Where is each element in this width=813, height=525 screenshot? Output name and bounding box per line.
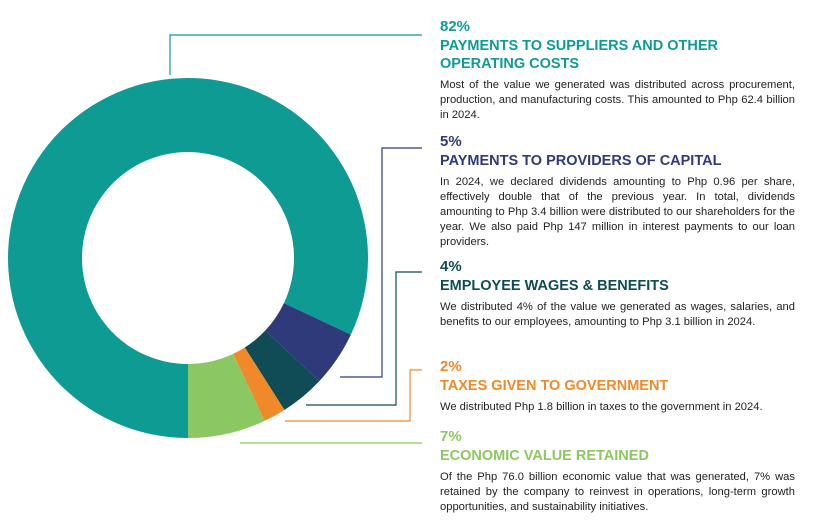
leader-line: [285, 369, 422, 422]
donut-segment: [7, 78, 368, 439]
leader-lines: [169, 34, 422, 444]
category-title: PAYMENTS TO SUPPLIERS AND OTHER OPERATIN…: [440, 38, 718, 72]
percent-label: 2%: [440, 358, 462, 375]
percent-label: 7%: [440, 428, 462, 445]
category-title: TAXES GIVEN TO GOVERNMENT: [440, 378, 669, 394]
percent-label: 4%: [440, 258, 462, 275]
percent-label: 5%: [440, 133, 462, 150]
leader-line: [340, 147, 422, 378]
category-title: ECONOMIC VALUE RETAINED: [440, 448, 649, 464]
percent-label: 82%: [440, 18, 471, 35]
donut-segment: [188, 353, 265, 438]
category-title: PAYMENTS TO PROVIDERS OF CAPITAL: [440, 153, 722, 169]
donut: [7, 78, 368, 439]
leader-line: [169, 34, 422, 75]
donut-segment: [233, 347, 285, 421]
donut-segment: [244, 330, 320, 410]
description: In 2024, we declared dividends amounting…: [440, 176, 795, 248]
legend-block: 2% TAXES GIVEN TO GOVERNMENT We distribute…: [440, 358, 795, 415]
description: We distributed Php 1.8 billion in taxes …: [440, 401, 763, 413]
leader-line: [306, 271, 422, 406]
description: Of the Php 76.0 billion economic value t…: [440, 471, 795, 513]
legend-block: 5% PAYMENTS TO PROVIDERS OF CAPITAL In 202…: [440, 133, 795, 250]
description: We distributed 4% of the value we genera…: [440, 301, 795, 328]
legend-block: 7% ECONOMIC VALUE RETAINED Of the Php 76.0…: [440, 428, 795, 515]
legend-block: 82% PAYMENTS TO SUPPLIERS AND OTHER OPERA…: [440, 18, 795, 123]
category-title: EMPLOYEE WAGES & BENEFITS: [440, 278, 669, 294]
donut-segment: [265, 303, 351, 382]
description: Most of the value we generated was distr…: [440, 79, 795, 121]
legend-block: 4% EMPLOYEE WAGES & BENEFITS We distribute…: [440, 258, 795, 330]
